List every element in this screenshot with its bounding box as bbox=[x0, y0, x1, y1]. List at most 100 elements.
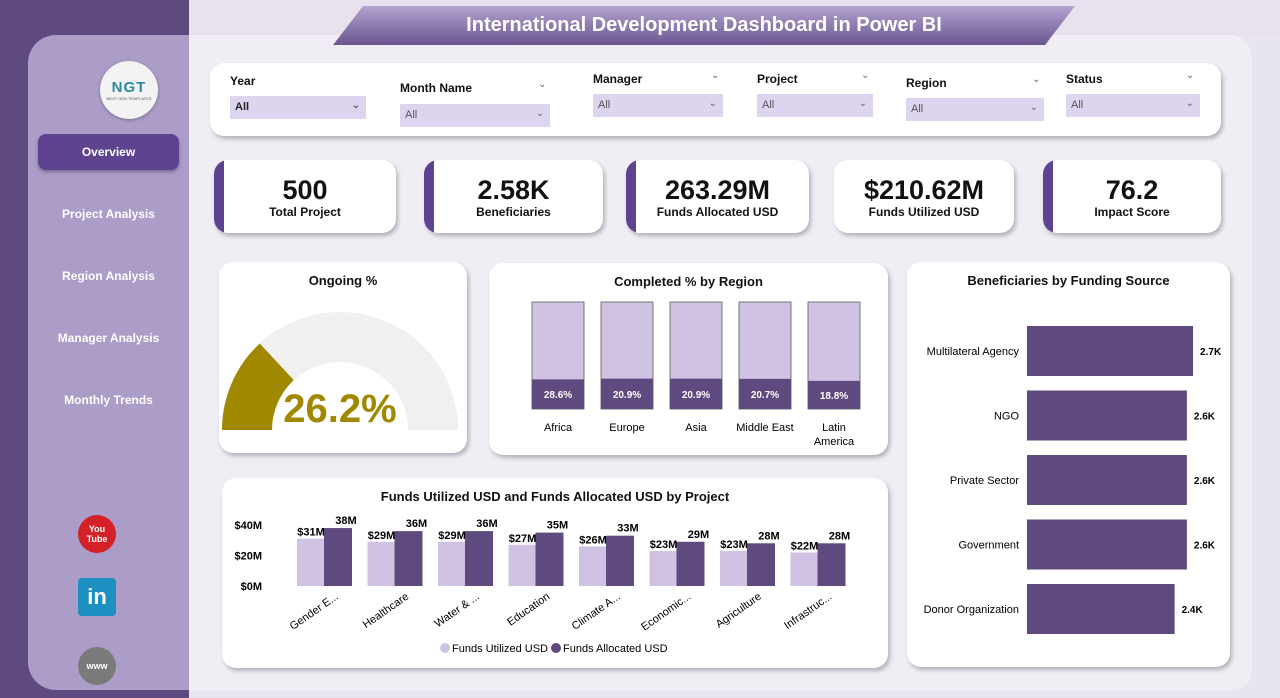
filter-label: Manager bbox=[593, 72, 643, 86]
data-label: $31M bbox=[297, 527, 325, 539]
bar-allocated bbox=[324, 528, 352, 586]
x-axis-label: Water & ... bbox=[433, 591, 482, 630]
bar-completed bbox=[808, 380, 860, 409]
x-axis-label: Healthcare bbox=[361, 591, 411, 631]
legend-marker-allocated bbox=[551, 643, 561, 653]
chevron-down-icon: ⌄ bbox=[1032, 74, 1041, 85]
kpi-accent bbox=[626, 160, 636, 233]
bar-completed bbox=[739, 378, 791, 409]
data-label: 29M bbox=[688, 529, 709, 541]
data-label: $29M bbox=[438, 530, 466, 542]
y-axis-label: Government bbox=[958, 540, 1019, 552]
nav-monthly-trends[interactable]: Monthly Trends bbox=[64, 393, 153, 407]
y-axis-label: Donor Organization bbox=[924, 604, 1019, 616]
data-label: $26M bbox=[579, 534, 607, 546]
y-axis-tick: $20M bbox=[234, 551, 262, 563]
data-label: 33M bbox=[617, 523, 638, 535]
data-label: 2.6K bbox=[1194, 412, 1216, 423]
beneficiaries-bar-chart: Multilateral Agency 2.7K NGO 2.6K Private Se… bbox=[924, 326, 1222, 634]
y-axis-tick: $40M bbox=[234, 520, 262, 532]
data-label: 2.7K bbox=[1200, 347, 1222, 358]
filter-value: All bbox=[405, 109, 418, 121]
filter-label: Status bbox=[1066, 72, 1103, 86]
x-axis-label: Europe bbox=[609, 422, 644, 434]
data-label: $23M bbox=[650, 539, 678, 551]
bar-allocated bbox=[676, 541, 705, 586]
bar-utilized bbox=[367, 541, 396, 586]
bar bbox=[1027, 455, 1187, 505]
filter-dropdown[interactable]: All ⌄ bbox=[757, 94, 873, 117]
filter-dropdown[interactable]: All ⌄ bbox=[1066, 94, 1200, 117]
nav-region-analysis[interactable]: Region Analysis bbox=[62, 269, 155, 283]
chevron-down-icon: ⌄ bbox=[535, 108, 544, 119]
filter-label: Year bbox=[230, 74, 256, 88]
filter-value: All bbox=[762, 99, 775, 111]
gauge-chart: 26.2% bbox=[222, 312, 458, 431]
kpi-value: 500 bbox=[282, 174, 328, 205]
bar-allocated bbox=[606, 535, 634, 586]
bar-utilized bbox=[579, 546, 607, 586]
x-axis-label: Climate A... bbox=[570, 591, 623, 633]
kpi-value: $210.62M bbox=[863, 174, 985, 205]
filter-value: All bbox=[911, 103, 924, 115]
bar-allocated bbox=[535, 532, 564, 586]
y-axis-label: Private Sector bbox=[950, 475, 1019, 487]
globe-icon[interactable]: www bbox=[78, 647, 116, 685]
data-label: 20.7% bbox=[751, 390, 779, 401]
data-label: 28.6% bbox=[544, 390, 572, 401]
bar-utilized bbox=[438, 541, 466, 586]
kpi-value: 2.58K bbox=[477, 174, 550, 205]
kpi-value: 76.2 bbox=[1105, 174, 1159, 205]
page-title: International Development Dashboard in P… bbox=[333, 6, 1075, 45]
bar bbox=[1027, 584, 1175, 634]
filter-bar: Year All ⌄ Month Name ⌄ All ⌄ Manager ⌄ All ⌄ Pr… bbox=[210, 63, 1221, 136]
gauge-value: 26.2% bbox=[283, 387, 396, 431]
y-axis-label: NGO bbox=[994, 411, 1020, 423]
nav-manager-analysis[interactable]: Manager Analysis bbox=[57, 331, 160, 345]
beneficiaries-by-source-card: Beneficiaries by Funding Source Multilat… bbox=[907, 262, 1230, 667]
data-label: $22M bbox=[791, 540, 819, 552]
data-label: 20.9% bbox=[682, 390, 710, 401]
logo-subtext: NEXT GEN TEMPLATES bbox=[106, 96, 152, 101]
data-label: 20.9% bbox=[613, 390, 641, 401]
x-axis-label: Asia bbox=[685, 422, 707, 434]
filter-label: Month Name bbox=[400, 81, 472, 95]
filter-dropdown[interactable]: All ⌄ bbox=[400, 104, 550, 127]
data-label: 2.6K bbox=[1194, 541, 1216, 552]
chevron-down-icon: ⌄ bbox=[708, 98, 717, 109]
gauge-track bbox=[222, 312, 458, 430]
kpi-beneficiaries: 2.58K Beneficiaries bbox=[424, 160, 603, 233]
linkedin-icon[interactable]: in bbox=[78, 578, 116, 616]
completed-by-region-card: Completed % by Region 28.6% Africa 20.9% Eu… bbox=[489, 263, 888, 455]
kpi-total-project: 500 Total Project bbox=[214, 160, 396, 233]
kpi-accent bbox=[424, 160, 434, 233]
nav-overview[interactable]: Overview bbox=[38, 134, 179, 170]
youtube-icon[interactable]: You Tube bbox=[78, 515, 116, 553]
kpi-label: Funds Allocated USD bbox=[656, 204, 779, 219]
legend-label: Funds Allocated USD bbox=[563, 643, 668, 655]
bar-completed bbox=[601, 378, 653, 409]
data-label: 35M bbox=[547, 520, 568, 532]
chart-title: Ongoing % bbox=[308, 273, 378, 288]
filter-value: All bbox=[598, 99, 611, 111]
kpi-impact-score: 76.2 Impact Score bbox=[1043, 160, 1221, 233]
bar-utilized bbox=[649, 550, 678, 586]
bar-utilized bbox=[297, 538, 325, 586]
bar-utilized bbox=[720, 550, 748, 586]
filter-dropdown[interactable]: All ⌄ bbox=[906, 98, 1044, 121]
chart-title: Beneficiaries by Funding Source bbox=[967, 273, 1170, 288]
x-axis-label: America bbox=[814, 436, 855, 448]
chevron-down-icon: ⌄ bbox=[351, 100, 360, 111]
bar bbox=[1027, 519, 1187, 570]
funds-by-project-card: Funds Utilized USD and Funds Allocated U… bbox=[222, 478, 888, 668]
filter-dropdown[interactable]: All ⌄ bbox=[230, 96, 366, 119]
chart-title: Funds Utilized USD and Funds Allocated U… bbox=[380, 489, 730, 504]
x-axis-label: Education bbox=[505, 591, 552, 629]
gauge-fill bbox=[222, 343, 294, 430]
nav-project-analysis[interactable]: Project Analysis bbox=[62, 207, 155, 221]
filter-value: All bbox=[235, 101, 250, 113]
x-axis-label: Africa bbox=[544, 422, 573, 434]
filter-dropdown[interactable]: All ⌄ bbox=[593, 94, 723, 117]
bar-utilized bbox=[508, 544, 537, 586]
chevron-down-icon: ⌄ bbox=[858, 98, 867, 109]
